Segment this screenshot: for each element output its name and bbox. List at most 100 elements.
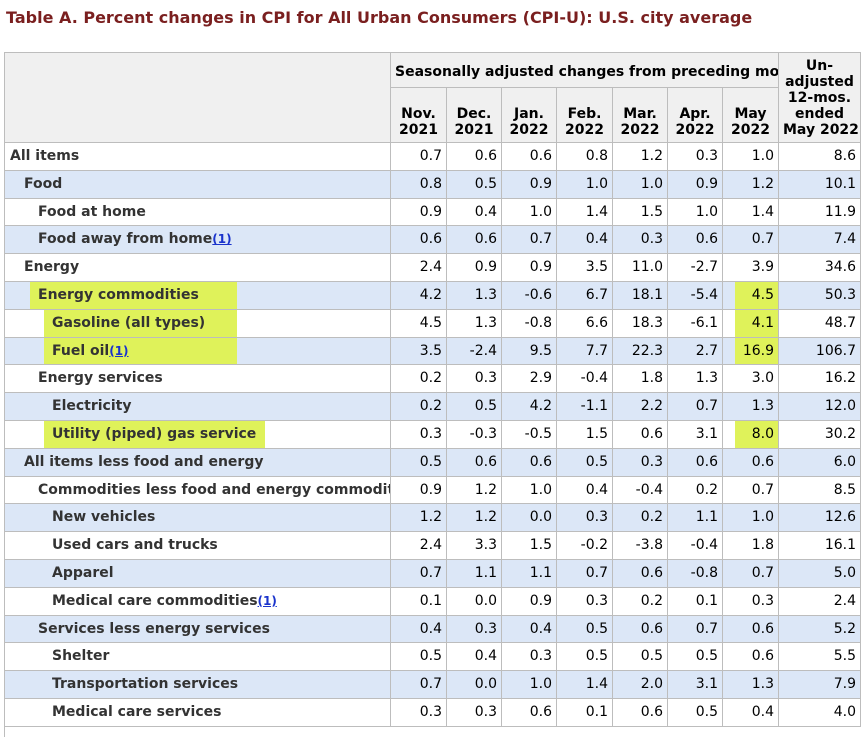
header-unadjusted-line: adjusted	[785, 74, 854, 90]
value-cell: 0.6	[502, 143, 557, 171]
value-text: 1.0	[585, 175, 608, 192]
header-month-line: Jan.	[514, 106, 544, 122]
value-text: 1.3	[474, 287, 497, 303]
value-text: 1.4	[585, 203, 608, 220]
highlight-marker	[30, 282, 237, 309]
value-cell: 0.4	[557, 476, 613, 505]
value-cell: 0.8	[391, 170, 447, 199]
value-cell: 0.7	[391, 671, 447, 699]
value-cell: 8.5	[779, 476, 861, 505]
value-cell: 0.6	[391, 226, 447, 255]
value-cell: -0.5	[502, 421, 557, 449]
value-text: 0.7	[419, 676, 442, 693]
value-text: 48.7	[824, 314, 856, 331]
value-cell: 0.2	[613, 587, 668, 616]
value-cell: 7.7	[557, 337, 613, 366]
row-label-text: Apparel	[52, 565, 114, 581]
value-cell: 11.0	[613, 254, 668, 282]
value-cell: 1.0	[557, 170, 613, 199]
row-label: Energy services	[4, 365, 391, 394]
value-text: 0.6	[474, 148, 497, 164]
value-text: 0.0	[529, 509, 552, 526]
value-cell: 1.2	[613, 143, 668, 171]
value-text: 1.2	[474, 509, 497, 526]
value-cell: 0.1	[557, 699, 613, 727]
value-text: 0.7	[751, 481, 774, 498]
value-text: 10.1	[824, 175, 856, 192]
value-cell: 0.6	[613, 560, 668, 588]
value-text: 0.4	[529, 620, 552, 637]
value-text: 3.5	[419, 342, 442, 359]
footnote-link[interactable]: (1)	[257, 593, 277, 608]
row-label-text: All items	[10, 148, 80, 164]
value-cell: 50.3	[779, 282, 861, 310]
value-text: 7.7	[585, 342, 608, 359]
value-text: 0.9	[529, 592, 552, 609]
footnote-link[interactable]: (1)	[109, 343, 129, 358]
value-text: 1.0	[751, 148, 774, 164]
value-cell: -0.8	[502, 309, 557, 338]
value-text: 12.0	[824, 398, 856, 415]
row-label: Fuel oil(1)	[4, 337, 391, 366]
value-text: 1.4	[751, 203, 774, 220]
value-cell: 0.6	[447, 143, 502, 171]
value-text: 4.1	[751, 314, 774, 331]
value-cell: 0.9	[502, 254, 557, 282]
value-cell: 1.3	[447, 282, 502, 310]
value-text: 0.3	[474, 370, 497, 387]
row-label-text: Services less energy services	[38, 620, 270, 637]
value-cell: 1.4	[557, 198, 613, 227]
value-cell: -2.7	[668, 254, 723, 282]
value-text: 0.5	[585, 453, 608, 470]
value-text: 0.2	[695, 481, 718, 498]
value-cell: 4.2	[391, 282, 447, 310]
row-label: Energy commodities	[4, 282, 391, 310]
row-label: Commodities less food and energy commodi…	[4, 476, 391, 505]
value-cell: 2.4	[391, 254, 447, 282]
value-text: 0.6	[419, 231, 442, 248]
value-cell: 0.2	[668, 476, 723, 505]
row-label: All items less food and energy	[4, 448, 391, 477]
value-text: 12.6	[824, 509, 856, 526]
value-text: -6.1	[690, 314, 718, 331]
value-cell: 1.8	[613, 365, 668, 394]
footnote-link[interactable]: (1)	[212, 232, 232, 247]
value-cell: 2.2	[613, 393, 668, 421]
value-cell: -0.3	[447, 421, 502, 449]
value-cell: 30.2	[779, 421, 861, 449]
row-label-text: Energy services	[38, 370, 163, 387]
value-text: 3.1	[695, 426, 718, 442]
value-cell: 0.6	[613, 421, 668, 449]
value-cell: 0.3	[391, 699, 447, 727]
value-text: -5.4	[690, 287, 718, 303]
row-label: Energy	[4, 254, 391, 282]
value-text: 0.6	[474, 231, 497, 248]
value-text: 0.6	[695, 231, 718, 248]
row-label-text: Used cars and trucks	[52, 537, 218, 554]
value-text: 16.2	[824, 370, 856, 387]
value-text: 0.5	[419, 453, 442, 470]
value-cell: 1.4	[557, 671, 613, 699]
value-text: 0.6	[474, 453, 497, 470]
row-label: Apparel	[4, 560, 391, 588]
value-text: 0.7	[419, 148, 442, 164]
table-title: Table A. Percent changes in CPI for All …	[6, 8, 753, 27]
value-cell: 1.2	[391, 504, 447, 533]
value-text: -0.5	[524, 426, 552, 442]
value-text: -2.7	[690, 259, 718, 276]
value-cell: 1.3	[668, 365, 723, 394]
value-text: 6.7	[585, 287, 608, 303]
value-cell: 0.3	[447, 699, 502, 727]
value-text: 4.5	[751, 287, 774, 303]
header-seasonal-group: Seasonally adjusted changes from precedi…	[391, 52, 779, 88]
value-cell: 1.5	[613, 198, 668, 227]
value-cell: 18.3	[613, 309, 668, 338]
value-text: 0.3	[695, 148, 718, 164]
value-cell: 6.6	[557, 309, 613, 338]
value-text: 3.9	[751, 259, 774, 276]
header-month: Dec. 2021	[447, 88, 502, 143]
value-text: -0.3	[469, 426, 497, 442]
value-cell: 1.4	[723, 198, 779, 227]
value-text: 0.3	[751, 592, 774, 609]
value-text: -0.2	[580, 537, 608, 554]
